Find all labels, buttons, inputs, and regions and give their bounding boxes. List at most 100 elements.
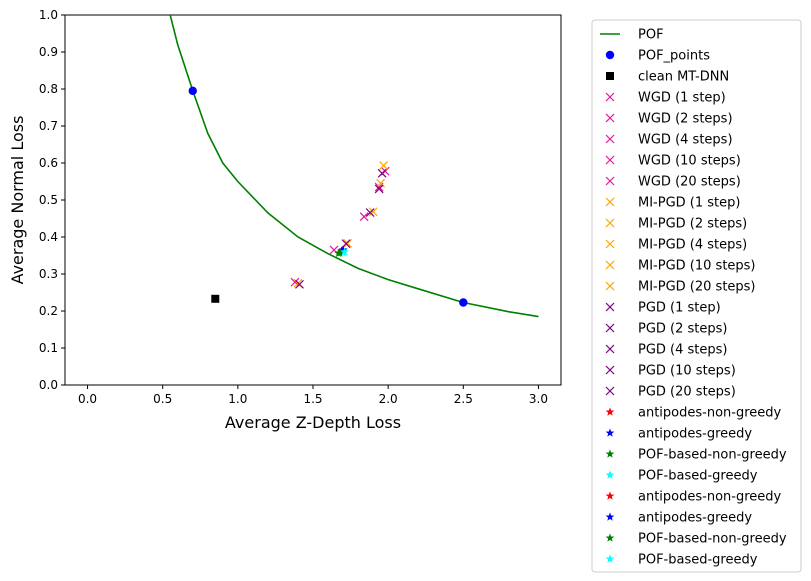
legend-entry: antipodes-non-greedy [605, 490, 782, 505]
legend-label: MI-PGD (1 step) [638, 196, 740, 211]
legend-entry: POF-based-non-greedy [605, 532, 787, 547]
legend-entry: PGD (10 steps) [605, 364, 736, 379]
x-tick-label: 2.5 [454, 392, 473, 406]
legend-marker [605, 428, 615, 437]
legend-marker [606, 72, 614, 80]
data-point [376, 178, 386, 188]
y-tick-label: 0.3 [39, 267, 58, 281]
legend-marker [605, 239, 615, 249]
data-point [295, 279, 304, 289]
data-point [188, 86, 197, 96]
data-point [335, 248, 345, 257]
legend-marker [605, 113, 615, 123]
legend-marker [605, 92, 615, 102]
data-point [340, 247, 349, 256]
legend-marker [605, 197, 615, 207]
legend-label: WGD (10 steps) [638, 154, 741, 169]
x-axis-label: Average Z-Depth Loss [225, 413, 401, 432]
y-tick-label: 0.6 [39, 156, 58, 170]
data-point [290, 277, 300, 287]
x-tick-label: 1.0 [228, 392, 247, 406]
legend-label: MI-PGD (4 steps) [638, 238, 747, 253]
legend-entry: POF-based-greedy [605, 469, 758, 484]
legend-marker [605, 365, 615, 375]
legend-marker [605, 512, 615, 521]
legend-entry: WGD (10 steps) [605, 154, 741, 169]
data-point [374, 184, 384, 194]
x-tick-label: 0.5 [153, 392, 172, 406]
plot-frame [64, 14, 562, 386]
legend-label: PGD (20 steps) [638, 385, 736, 400]
legend-label: WGD (2 steps) [638, 112, 733, 127]
legend-marker [605, 386, 615, 396]
legend-frame [591, 19, 802, 573]
legend-label: POF_points [638, 49, 710, 64]
data-point [368, 207, 378, 217]
y-tick-label: 0.7 [39, 119, 58, 133]
legend-entry: MI-PGD (1 step) [605, 196, 740, 211]
legend-label: POF [638, 28, 664, 43]
legend-marker [605, 176, 615, 186]
legend-label: WGD (4 steps) [638, 133, 733, 148]
legend-marker [605, 218, 615, 228]
pof-curve-layer [169, 15, 539, 318]
legend-marker [605, 302, 615, 312]
data-point [343, 238, 352, 248]
legend-label: MI-PGD (10 steps) [638, 259, 756, 274]
legend-entry: POF-based-non-greedy [605, 448, 787, 463]
x-tick-label: 0.0 [78, 392, 97, 406]
points-layer [188, 86, 468, 307]
plot-area [64, 14, 562, 386]
legend-label: PGD (10 steps) [638, 364, 736, 379]
legend-label: MI-PGD (20 steps) [638, 280, 756, 295]
legend-entry: MI-PGD (10 steps) [605, 259, 756, 274]
data-point [379, 161, 389, 171]
legend-marker [605, 407, 615, 416]
legend-entry: PGD (4 steps) [605, 343, 728, 358]
legend-entry: clean MT-DNN [606, 70, 729, 85]
legend-entry: WGD (20 steps) [605, 175, 741, 190]
legend-label: clean MT-DNN [638, 70, 729, 85]
legend-marker [605, 470, 615, 479]
data-point [365, 208, 375, 218]
legend-label: POF-based-non-greedy [638, 532, 787, 547]
y-tick-label: 0.0 [39, 378, 58, 392]
x-tick-label: 3.0 [529, 392, 548, 406]
legend-entry: antipodes-greedy [605, 427, 752, 442]
legend-label: WGD (1 step) [638, 91, 726, 106]
legend-entry: MI-PGD (4 steps) [605, 238, 747, 253]
legend-label: antipodes-non-greedy [638, 406, 782, 421]
legend-entry: WGD (1 step) [605, 91, 726, 106]
legend-marker [605, 50, 615, 60]
legend-label: POF-based-greedy [638, 553, 758, 568]
y-tick-label: 0.4 [39, 230, 58, 244]
legend-marker [605, 449, 615, 458]
legend-label: POF-based-non-greedy [638, 448, 787, 463]
legend-label: MI-PGD (2 steps) [638, 217, 747, 232]
legend-marker [605, 323, 615, 333]
y-tick-label: 0.5 [39, 193, 58, 207]
legend-label: WGD (20 steps) [638, 175, 741, 190]
legend-entry: POF_points [605, 49, 710, 64]
legend-entry: PGD (1 step) [605, 301, 721, 316]
data-point [377, 168, 387, 178]
x-tick-label: 2.0 [379, 392, 398, 406]
legend-label: antipodes-greedy [638, 511, 752, 526]
legend-marker [605, 155, 615, 165]
legend-marker [605, 533, 615, 542]
data-point [459, 298, 468, 307]
legend-label: PGD (2 steps) [638, 322, 728, 337]
y-axis-label: Average Normal Loss [8, 116, 27, 285]
data-point [211, 294, 220, 303]
y-tick-label: 0.2 [39, 304, 58, 318]
legend-entry: antipodes-non-greedy [605, 406, 782, 421]
legend-entry: MI-PGD (20 steps) [605, 280, 756, 295]
legend-entry: MI-PGD (2 steps) [605, 217, 747, 232]
data-point [359, 212, 369, 222]
legend-entry: PGD (2 steps) [605, 322, 728, 337]
legend-entry: POF [600, 28, 664, 43]
legend-marker [605, 491, 615, 500]
x-axis-ticks: 0.0 0.5 1.0 1.5 2.0 2.5 3.0 [78, 385, 548, 406]
